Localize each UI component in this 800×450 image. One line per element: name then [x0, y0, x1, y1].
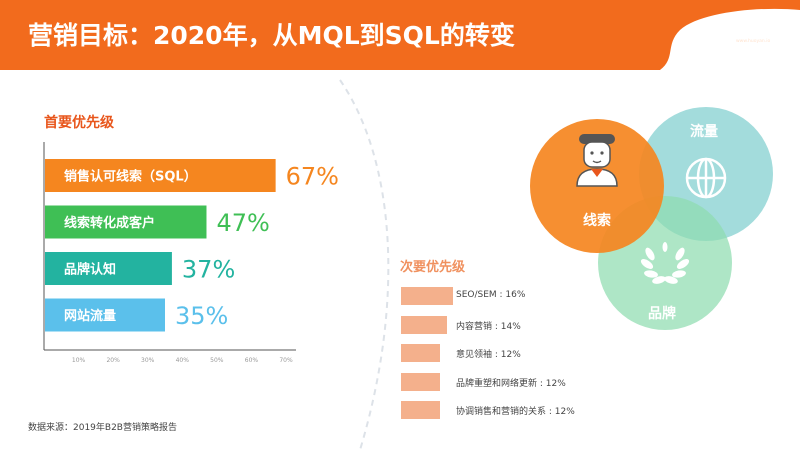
x-tick-label: 30%	[141, 357, 155, 364]
venn-circles	[530, 107, 773, 330]
secondary-label: 内容营销 : 14%	[456, 321, 521, 332]
x-tick-label: 50%	[210, 357, 224, 364]
flame-logo-icon	[713, 20, 731, 40]
secondary-label: 品牌重塑和网络更新 : 12%	[456, 378, 566, 389]
secondary-label: 协调销售和营销的关系 : 12%	[456, 407, 575, 417]
secondary-bar	[401, 401, 441, 419]
page-title: 营销目标：2020年，从MQL到SQL的转变	[28, 21, 515, 50]
venn-brand-label: 品牌	[648, 306, 676, 322]
venn-traffic-label: 流量	[690, 124, 718, 140]
venn-lead-label: 线索	[583, 213, 611, 229]
bar	[45, 252, 172, 285]
header-background	[0, 0, 800, 70]
x-tick-label: 40%	[176, 357, 190, 364]
secondary-bar	[401, 344, 441, 362]
bar-value-label: 35%	[175, 302, 228, 330]
bar-category-label: 销售认可线索（SQL）	[64, 169, 197, 185]
bar-value-label: 67%	[286, 163, 339, 191]
secondary-priority-heading: 次要优先级	[400, 260, 466, 275]
secondary-bar	[401, 372, 441, 391]
person-icon	[576, 134, 618, 187]
logo-url: www.huoyan.io	[736, 39, 771, 44]
logo-name: 火眼云	[736, 24, 773, 38]
x-tick-label: 10%	[72, 357, 86, 364]
secondary-label: SEO/SEM : 16%	[456, 290, 526, 300]
header-shape	[0, 0, 800, 70]
bar	[45, 298, 165, 332]
x-tick-label: 70%	[279, 357, 293, 364]
bar	[45, 159, 276, 192]
secondary-label: 意见领袖 : 12%	[456, 350, 521, 360]
header-bar: 营销目标：2020年，从MQL到SQL的转变 火眼云 www.huoyan.io	[0, 0, 800, 70]
data-source-note: 数据来源：2019年B2B营销策略报告	[28, 423, 177, 433]
bar-category-label: 线索转化成客户	[64, 215, 155, 231]
bar-category-label: 网站流量	[64, 308, 116, 324]
globe-icon	[685, 157, 727, 199]
bar-value-label: 47%	[216, 209, 269, 237]
x-tick-label: 20%	[106, 357, 120, 364]
x-tick-label: 60%	[245, 357, 259, 364]
bar	[45, 205, 207, 239]
primary-priority-heading: 首要优先级	[44, 115, 114, 131]
bar-value-label: 37%	[182, 256, 235, 284]
laurel-icon	[640, 242, 690, 284]
secondary-bar	[401, 315, 447, 334]
secondary-bar	[401, 287, 454, 305]
bar-category-label: 品牌认知	[64, 262, 116, 278]
logo: 火眼云 www.huoyan.io	[712, 20, 792, 50]
venn-diagram: 线索 流量 品牌	[520, 100, 790, 344]
